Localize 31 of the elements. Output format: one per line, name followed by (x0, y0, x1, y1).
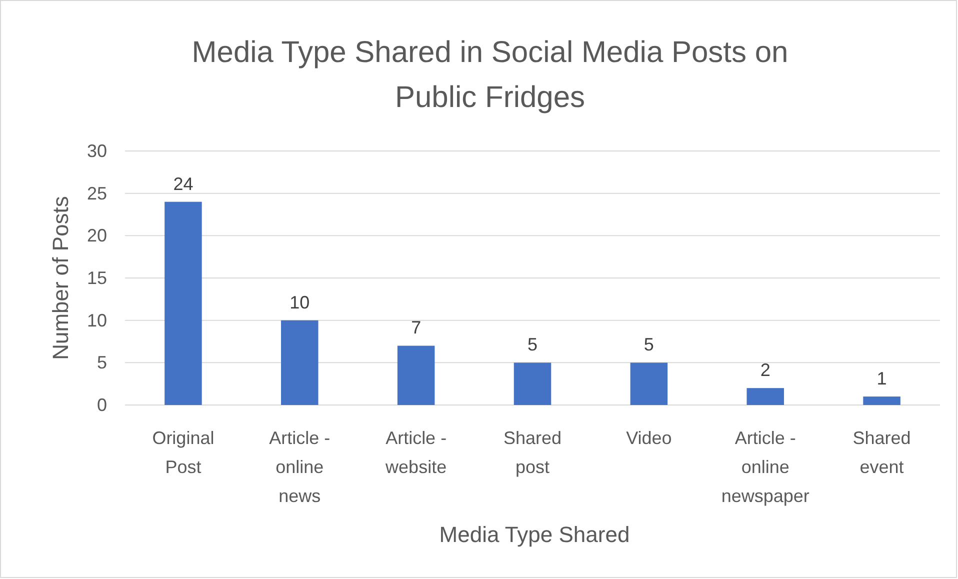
bar (863, 396, 900, 405)
data-label: 5 (644, 334, 654, 355)
bar (514, 362, 552, 405)
data-label: 10 (290, 292, 310, 312)
x-axis-title: Media Type Shared (439, 522, 630, 547)
data-label: 7 (411, 318, 422, 338)
data-label: 1 (876, 368, 887, 389)
x-tick-label: Article - website (384, 428, 447, 477)
data-label: 2 (760, 360, 770, 380)
data-label: 24 (173, 174, 194, 194)
chart-title: Media Type Shared in Social Media Posts on Public Fridges (192, 36, 788, 114)
y-tick-label: 25 (86, 183, 107, 204)
bar (630, 362, 668, 405)
y-tick-label: 20 (86, 226, 107, 246)
x-tick-label: Shared event (852, 428, 911, 477)
y-tick-label: 30 (86, 141, 107, 161)
y-tick-label: 10 (86, 310, 107, 330)
y-tick-label: 5 (96, 352, 107, 373)
x-tick-label: Original Post (152, 428, 214, 477)
bar (164, 202, 202, 405)
y-tick-label: 0 (96, 395, 107, 415)
x-tick-label: Video (626, 428, 672, 448)
x-tick-label: Article - online newspaper (721, 428, 810, 506)
bar (281, 320, 318, 405)
y-axis-title: Number of Posts (48, 196, 73, 360)
x-tick-label: Shared post (503, 428, 562, 477)
y-tick-label: 15 (86, 268, 107, 288)
bar (746, 388, 784, 405)
x-tick-label: Article - online news (269, 428, 330, 506)
bar (397, 346, 435, 405)
data-label: 5 (527, 334, 538, 355)
